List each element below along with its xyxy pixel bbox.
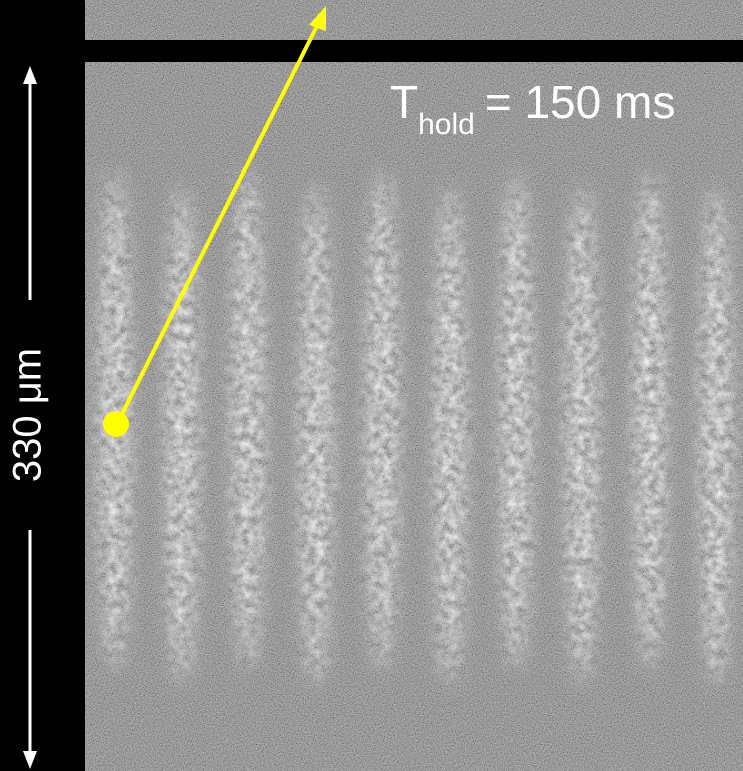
fringe	[565, 185, 599, 685]
page: 330 μm Thold= 150 ms (() => { const data…	[0, 0, 743, 771]
symbol: T	[390, 76, 418, 128]
subscript: hold	[418, 108, 475, 141]
fringe	[699, 185, 733, 685]
arrow-dot	[103, 411, 129, 437]
black-band	[85, 40, 743, 62]
fringe	[231, 170, 265, 670]
fringe	[299, 185, 333, 685]
fringe	[433, 185, 467, 685]
value: = 150 ms	[485, 76, 676, 128]
figure: 330 μm Thold = 150 ms	[0, 0, 743, 771]
fringe	[165, 185, 199, 685]
fringe	[633, 170, 667, 670]
scale-label: 330 μm	[6, 348, 50, 482]
fringe	[365, 170, 399, 670]
fringe	[499, 170, 533, 670]
